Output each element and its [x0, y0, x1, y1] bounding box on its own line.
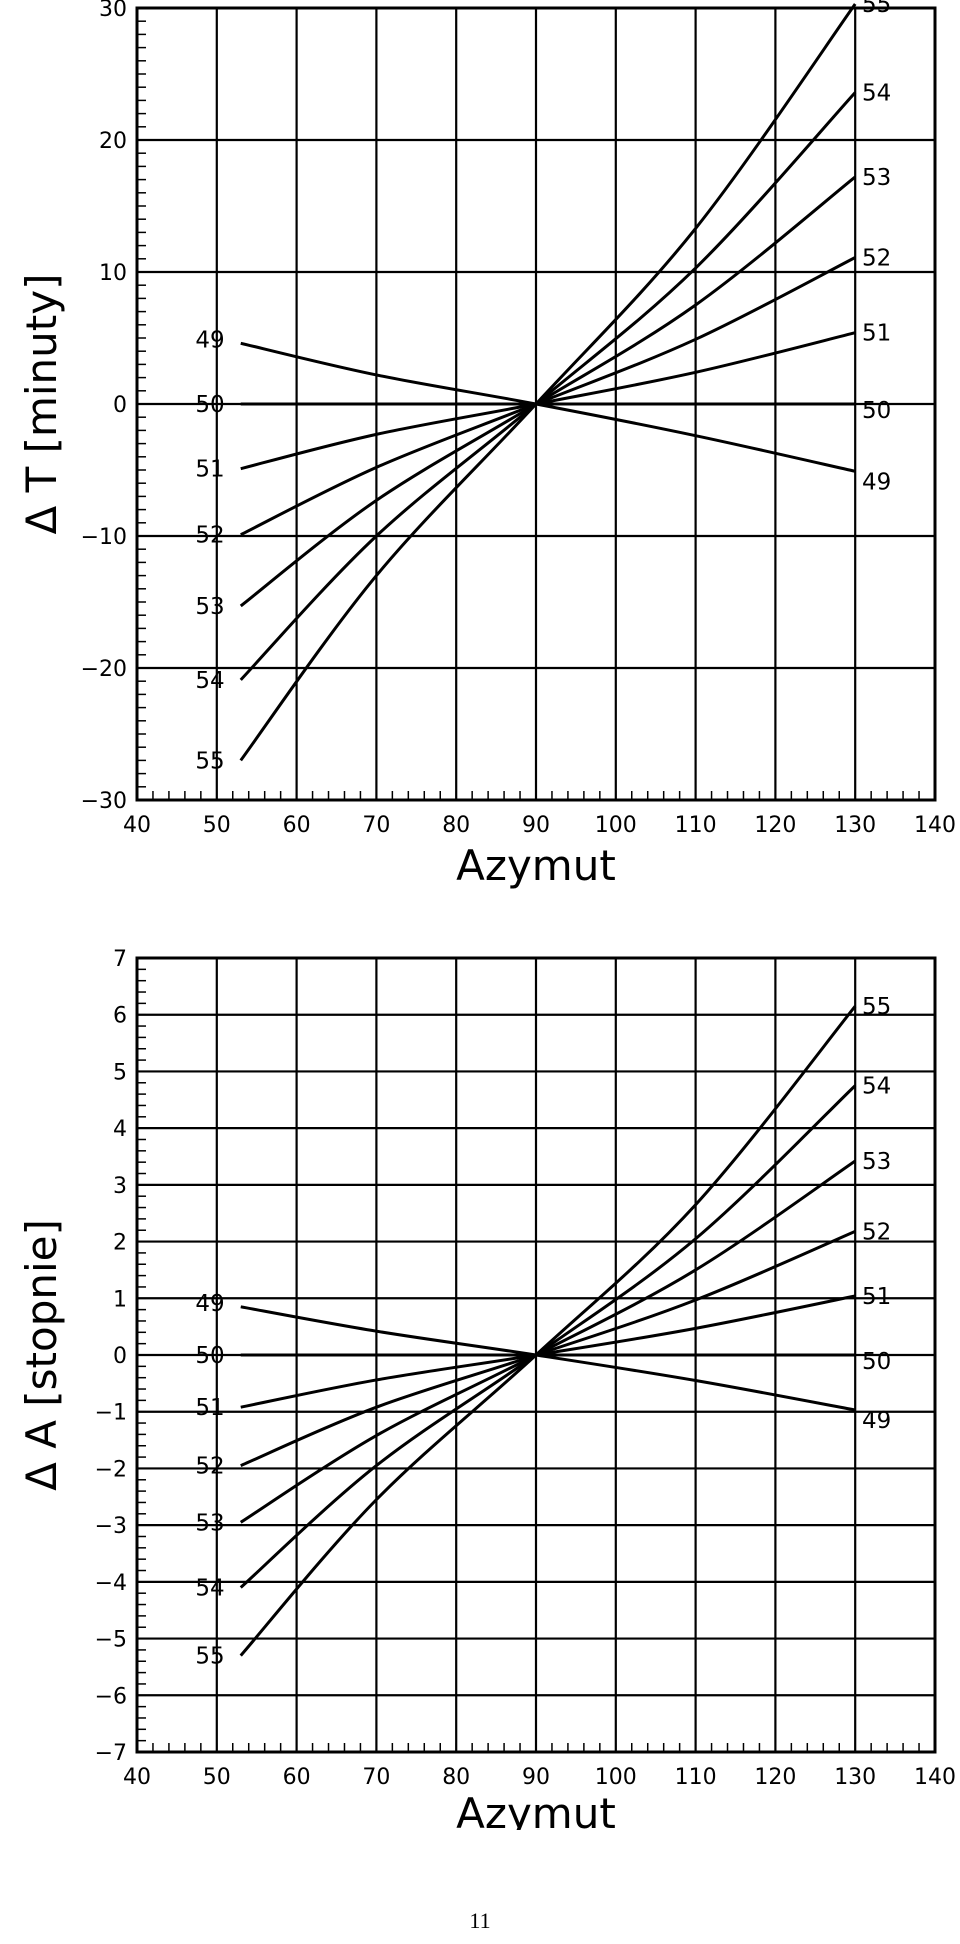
y-tick-label: −30 — [81, 789, 127, 814]
x-tick-label: 90 — [522, 1765, 550, 1790]
y-tick-label: −3 — [95, 1514, 127, 1539]
x-tick-label: 130 — [834, 813, 876, 838]
series-line-49 — [240, 341, 856, 473]
y-axis-title: Δ T [minuty] — [17, 273, 66, 534]
y-tick-label: 6 — [113, 1004, 127, 1029]
y-tick-label: 1 — [113, 1287, 127, 1312]
y-tick-label: −1 — [95, 1401, 127, 1426]
series-label-left-52: 52 — [195, 1454, 224, 1480]
series-label-right-50: 50 — [862, 1349, 891, 1375]
series-label-left-49: 49 — [195, 1291, 224, 1317]
series-label-right-53: 53 — [862, 1149, 891, 1175]
x-tick-label: 50 — [203, 1765, 231, 1790]
series-label-left-51: 51 — [195, 1395, 224, 1421]
y-tick-label: 10 — [99, 261, 127, 286]
y-tick-label: −10 — [81, 525, 127, 550]
series-line-54 — [239, 1084, 857, 1589]
y-axis-title: Δ A [stopnie] — [17, 1219, 66, 1491]
series-label-right-51: 51 — [862, 321, 891, 347]
x-tick-label: 80 — [442, 813, 470, 838]
x-tick-label: 60 — [283, 813, 311, 838]
x-tick-label: 110 — [675, 1765, 717, 1790]
series-label-left-53: 53 — [195, 594, 224, 620]
x-tick-label: 140 — [914, 1765, 956, 1790]
x-axis-title: Azymut — [456, 841, 616, 890]
x-tick-label: 60 — [283, 1765, 311, 1790]
series-label-left-55: 55 — [195, 748, 224, 774]
plot-frame — [135, 6, 937, 802]
x-tick-label: 110 — [675, 813, 717, 838]
series-label-left-54: 54 — [195, 1576, 224, 1602]
page-number: 11 — [469, 1908, 491, 1933]
y-tick-label: −20 — [81, 657, 127, 682]
chart-delta-a: 40 50 60 70 80 90 100 110 120 130 140−7−6−5−4−3−2−… — [17, 947, 956, 1830]
y-tick-label: 0 — [113, 393, 127, 418]
y-tick-label: 4 — [113, 1117, 127, 1142]
series-label-left-51: 51 — [195, 457, 224, 483]
series-line-49 — [240, 1305, 856, 1412]
series-label-right-51: 51 — [862, 1284, 891, 1310]
x-tick-label: 40 — [123, 1765, 151, 1790]
series-label-left-50: 50 — [195, 1343, 224, 1369]
series-line-55 — [239, 3, 857, 762]
plot-frame — [135, 956, 937, 1754]
series-label-left-53: 53 — [195, 1510, 224, 1536]
x-tick-label: 100 — [595, 813, 637, 838]
chart-delta-t: 40 50 60 70 80 90 100 110 120 130 140 −30 −20 −10 0 10 2… — [17, 0, 956, 890]
y-tick-label: −7 — [95, 1741, 127, 1766]
y-tick-label: 2 — [113, 1231, 127, 1256]
x-tick-label: 70 — [362, 1765, 390, 1790]
x-tick-label: 90 — [522, 813, 550, 838]
series-line-55 — [239, 1005, 857, 1657]
x-tick-label: 100 — [595, 1765, 637, 1790]
y-tick-label: 5 — [113, 1060, 127, 1085]
series-label-right-49: 49 — [862, 469, 891, 495]
series-label-right-54: 54 — [862, 1074, 891, 1100]
series-label-left-50: 50 — [195, 392, 224, 418]
series-label-right-52: 52 — [862, 1219, 891, 1245]
y-tick-label: 30 — [99, 0, 127, 22]
x-tick-label: 120 — [754, 813, 796, 838]
y-tick-label: 0 — [113, 1344, 127, 1369]
series-label-right-55: 55 — [862, 994, 891, 1020]
series-label-left-52: 52 — [195, 523, 224, 549]
x-tick-label: 120 — [754, 1765, 796, 1790]
y-tick-label: −4 — [95, 1571, 127, 1596]
y-tick-label: −6 — [95, 1684, 127, 1709]
x-tick-label: 130 — [834, 1765, 876, 1790]
x-tick-label: 80 — [442, 1765, 470, 1790]
x-axis-title: Azymut — [456, 1789, 616, 1830]
x-tick-label: 50 — [203, 813, 231, 838]
y-tick-label: 20 — [99, 129, 127, 154]
series-label-right-52: 52 — [862, 245, 891, 271]
series-label-left-49: 49 — [195, 327, 224, 353]
y-tick-label: 3 — [113, 1174, 127, 1199]
series-label-right-53: 53 — [862, 165, 891, 191]
x-tick-label: 40 — [123, 813, 151, 838]
y-tick-label: 7 — [113, 947, 127, 972]
series-label-right-55: 55 — [862, 0, 891, 18]
series-label-left-54: 54 — [195, 668, 224, 694]
x-tick-label: 70 — [362, 813, 390, 838]
y-tick-label: −5 — [95, 1628, 127, 1653]
y-tick-label: −2 — [95, 1457, 127, 1482]
series-label-left-55: 55 — [195, 1644, 224, 1670]
series-label-right-50: 50 — [862, 398, 891, 424]
series-label-right-54: 54 — [862, 80, 891, 106]
x-tick-label: 140 — [914, 813, 956, 838]
series-line-54 — [239, 91, 857, 681]
series-label-right-49: 49 — [862, 1408, 891, 1434]
